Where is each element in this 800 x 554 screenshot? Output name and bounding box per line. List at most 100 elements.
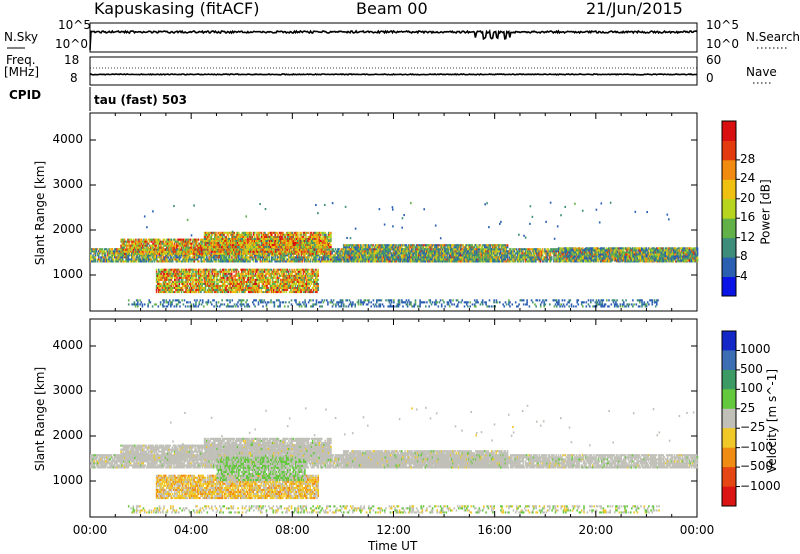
range-cell [181,238,184,241]
range-cell [690,258,693,261]
range-cell [245,233,248,236]
range-cell [312,250,315,253]
range-cell [219,241,222,244]
range-cell [367,250,370,253]
range-cell [239,246,241,249]
range-cell [116,256,118,259]
range-cell [530,248,533,251]
range-cell [556,260,559,263]
range-cell [282,250,284,253]
range-cell [192,240,194,243]
range-cell [311,248,314,251]
range-cell [245,231,248,234]
range-cell [157,244,160,247]
range-cell [351,260,354,263]
range-cell [548,250,551,253]
range-cell [533,250,536,253]
range-cell [586,252,588,255]
range-cell [278,258,281,261]
range-cell [241,252,243,255]
range-cell [294,246,297,249]
range-cell [332,260,334,263]
range-cell [219,250,221,253]
range-cell [234,248,236,251]
range-cell [126,252,128,255]
range-cell [121,246,124,249]
range-cell [536,248,538,251]
range-cell [422,252,424,255]
range-cell [226,241,229,244]
range-cell [218,246,221,249]
range-cell [103,250,106,253]
range-cell [282,260,284,263]
range-cell [266,233,268,236]
range-cell [218,241,221,244]
range-cell [159,258,161,261]
range-cell [212,243,215,246]
range-cell [261,237,264,240]
range-cell [212,240,215,243]
range-cell [223,233,225,236]
range-cell [138,256,141,259]
range-cell [549,252,552,255]
range-cell [272,243,274,246]
range-cell [182,238,185,241]
range-cell [648,252,651,255]
range-cell [255,260,257,263]
range-cell [247,241,249,244]
range-cell [252,256,255,259]
range-cell [555,252,558,255]
range-cell [331,248,333,251]
range-cell [227,237,230,240]
range-cell [216,256,218,259]
range-cell [257,237,259,240]
range-cell [103,254,106,257]
range-cell [284,237,287,240]
range-cell [220,235,223,238]
range-cell [341,258,344,261]
range-cell [532,252,535,255]
range-cell [329,250,332,253]
range-cell [285,231,288,234]
range-cell [337,254,339,257]
range-cell [155,246,158,249]
range-cell [302,252,304,255]
range-cell [267,233,270,236]
range-cell [101,250,103,253]
range-cell [243,233,246,236]
range-cell [201,252,203,255]
range-cell [303,252,306,255]
range-cell [196,246,199,249]
range-cell [269,252,272,255]
range-cell [223,237,225,240]
range-cell [514,248,517,251]
range-cell [188,240,191,243]
range-cell [511,256,513,259]
range-cell [530,254,533,257]
range-cell [256,237,258,240]
range-cell [523,248,526,251]
range-cell [273,239,275,242]
range-cell [285,237,288,240]
range-cell [148,258,150,261]
range-cell [516,258,519,261]
range-cell [400,252,403,255]
range-cell [188,242,191,245]
range-cell [132,246,135,249]
range-cell [133,254,135,257]
range-cell [520,258,522,261]
range-cell [232,260,234,263]
range-cell [199,256,201,259]
range-cell [223,231,225,234]
range-cell [159,244,161,247]
range-cell [304,254,306,257]
range-cell [280,239,282,242]
range-cell [189,258,191,261]
range-cell [151,238,153,241]
range-cell [207,231,209,234]
range-cell [261,243,264,246]
range-cell [277,250,279,253]
range-cell [180,244,183,247]
range-cell [201,240,203,243]
range-cell [265,233,267,236]
